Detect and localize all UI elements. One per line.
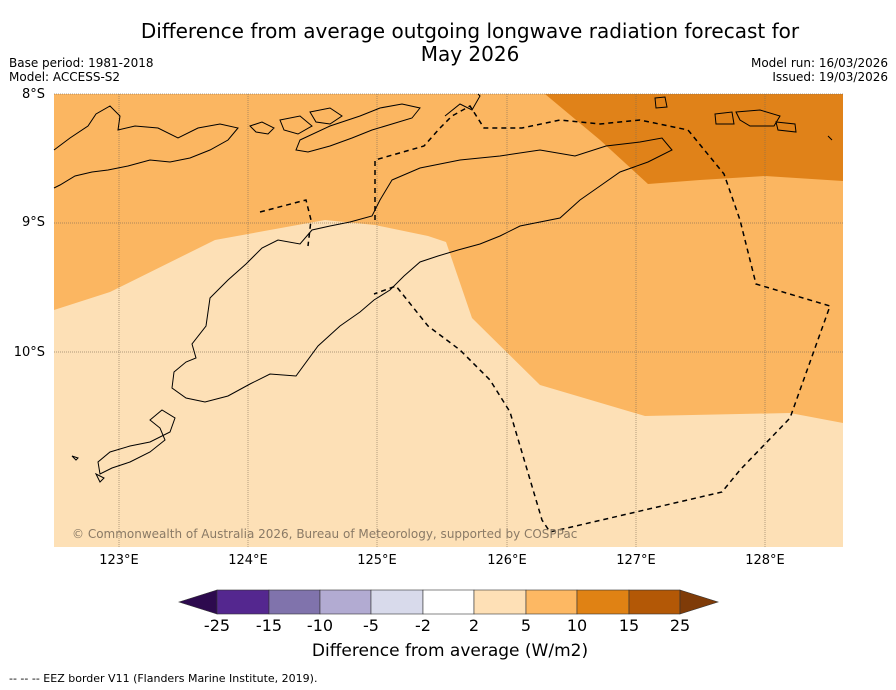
meta-right: Model run: 16/03/2026 Issued: 19/03/2026: [751, 56, 888, 84]
issued-date: Issued: 19/03/2026: [772, 70, 888, 84]
base-period: Base period: 1981-2018: [9, 56, 154, 70]
eez-legend-note: -- -- -- EEZ border V11 (Flanders Marine…: [9, 672, 318, 685]
small-islands-north: [249, 107, 343, 135]
colorbar-tick: -25: [203, 616, 231, 635]
colorbar-cell: [268, 589, 321, 615]
colorbar-under: [178, 589, 218, 615]
sawu-coast: [71, 455, 105, 483]
lat-label-8s: 8°S: [21, 87, 45, 102]
model-name: Model: ACCESS-S2: [9, 70, 121, 84]
colorbar-cell: [370, 589, 424, 615]
colorbar-label: Difference from average (W/m2): [311, 641, 589, 661]
meta-left: Base period: 1981-2018 Model: ACCESS-S2: [9, 56, 154, 84]
colorbar-cell: [319, 589, 372, 615]
lon-label-124e: 124°E: [228, 553, 268, 568]
title-line-1: Difference from average outgoing longwav…: [140, 19, 800, 43]
alor-coast: [295, 103, 421, 153]
colorbar-tick: -15: [255, 616, 283, 635]
flores-coast: [53, 105, 239, 189]
colorbar-cell: [525, 589, 578, 615]
lon-label-126e: 126°E: [487, 553, 527, 568]
east-islands: [654, 96, 833, 141]
colorbar-cell: [628, 589, 681, 615]
colorbar-tick: 5: [520, 616, 532, 635]
colorbar-cell: [422, 589, 475, 615]
model-run: Model run: 16/03/2026: [750, 56, 888, 70]
chart-title: Difference from average outgoing longwav…: [100, 20, 840, 66]
colorbar-tick: -2: [415, 616, 431, 635]
title-line-2: May 2026: [420, 42, 520, 66]
copyright-notice: © Commonwealth of Australia 2026, Bureau…: [72, 527, 578, 541]
colorbar-tick: -5: [363, 616, 379, 635]
colorbar-cell: [576, 589, 630, 615]
anomaly-band-10-15: [545, 94, 843, 184]
lat-label-10s: 10°S: [13, 345, 45, 360]
colorbar-cell: [473, 589, 527, 615]
eez-border: [259, 105, 831, 533]
timor-coast: [171, 137, 673, 403]
colorbar-tick: 10: [566, 616, 588, 635]
graticule: [54, 93, 843, 547]
colorbar-over: [679, 589, 719, 615]
colorbar-tick: -10: [306, 616, 334, 635]
colorbar-tick: 25: [669, 616, 691, 635]
lon-label-125e: 125°E: [357, 553, 397, 568]
colorbar-cell: [216, 589, 270, 615]
lon-label-123e: 123°E: [99, 553, 139, 568]
wetar-coast: [444, 93, 481, 117]
colorbar-tick: 2: [468, 616, 480, 635]
colorbar: [178, 589, 719, 615]
rote-coast: [97, 409, 176, 475]
lon-label-128e: 128°E: [745, 553, 785, 568]
lon-label-127e: 127°E: [616, 553, 656, 568]
lat-label-9s: 9°S: [21, 215, 45, 230]
coastlines: [53, 93, 833, 483]
colorbar-tick: 15: [618, 616, 640, 635]
